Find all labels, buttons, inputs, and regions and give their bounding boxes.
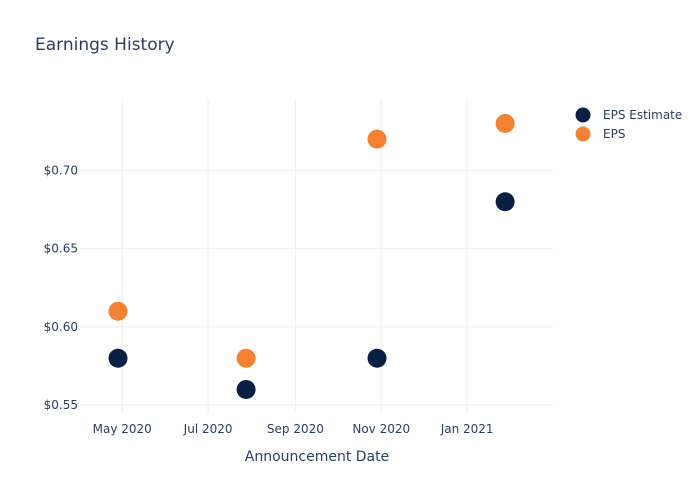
eps-point[interactable] xyxy=(495,113,515,133)
eps-estimate-point[interactable] xyxy=(108,348,128,368)
legend-item-eps[interactable]: EPS xyxy=(575,126,626,142)
x-axis-ticks: May 2020 Jul 2020 Sep 2020 Nov 2020 Jan 2021 xyxy=(93,422,494,436)
x-tick-label: Sep 2020 xyxy=(267,422,324,436)
legend-label: EPS Estimate xyxy=(603,108,682,122)
legend-label: EPS xyxy=(603,127,625,141)
eps-point[interactable] xyxy=(236,348,256,368)
x-axis-title: Announcement Date xyxy=(245,449,389,465)
eps-estimate-point[interactable] xyxy=(236,380,256,400)
y-tick-label: $0.70 xyxy=(44,163,78,177)
y-tick-label: $0.65 xyxy=(44,242,78,256)
x-tick-label: May 2020 xyxy=(93,422,152,436)
x-tick-label: Jul 2020 xyxy=(183,422,233,436)
legend-marker xyxy=(575,107,591,123)
eps-point[interactable] xyxy=(367,129,387,149)
eps-point[interactable] xyxy=(108,301,128,321)
y-tick-label: $0.60 xyxy=(44,320,78,334)
x-tick-label: Jan 2021 xyxy=(440,422,494,436)
x-tick-label: Nov 2020 xyxy=(352,422,410,436)
legend-item-eps-estimate[interactable]: EPS Estimate xyxy=(575,107,683,123)
legend-marker xyxy=(575,126,591,142)
data-points xyxy=(108,113,515,400)
eps-estimate-point[interactable] xyxy=(367,348,387,368)
grid xyxy=(80,100,553,413)
legend[interactable]: EPS Estimate EPS xyxy=(575,107,683,142)
chart-title: Earnings History xyxy=(35,35,175,55)
eps-estimate-point[interactable] xyxy=(495,192,515,212)
y-axis-ticks: $0.55 $0.60 $0.65 $0.70 xyxy=(44,163,78,412)
y-tick-label: $0.55 xyxy=(44,398,78,412)
